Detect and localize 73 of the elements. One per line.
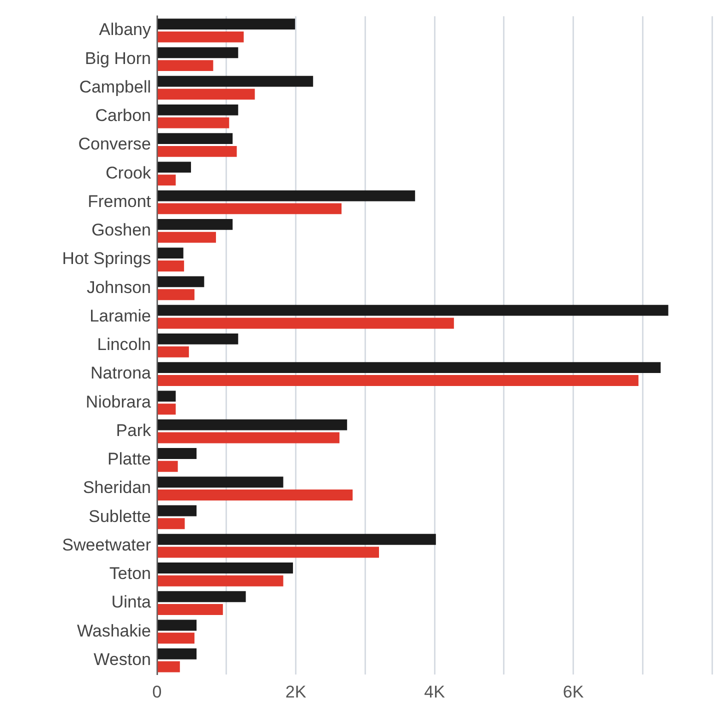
- bar: [158, 362, 661, 374]
- y-tick-label: Johnson: [86, 278, 151, 297]
- bar: [158, 133, 233, 144]
- bar: [158, 632, 194, 644]
- y-tick-label: Albany: [99, 20, 152, 40]
- bar: [158, 562, 293, 574]
- y-tick-label: Weston: [94, 650, 151, 669]
- y-tick-label: Sublette: [88, 506, 151, 526]
- bar: [158, 248, 184, 259]
- bar: [158, 419, 348, 430]
- bar: [158, 318, 454, 329]
- x-tick-label: 4K: [424, 682, 446, 702]
- bar: [158, 333, 238, 344]
- bar: [158, 604, 223, 615]
- x-tick-label: 0: [152, 682, 162, 702]
- y-tick-label: Carbon: [95, 106, 151, 126]
- bar: [158, 47, 238, 58]
- bar: [158, 448, 197, 459]
- bar: [158, 88, 255, 100]
- bar: [158, 190, 416, 202]
- y-tick-label: Teton: [109, 564, 151, 584]
- bar: [158, 304, 668, 316]
- y-tick-label: Uinta: [111, 592, 152, 612]
- bar: [158, 591, 246, 602]
- x-tick-label: 6K: [562, 682, 584, 702]
- y-tick-label: Park: [116, 420, 152, 440]
- bar: [158, 104, 238, 116]
- bar: [158, 518, 185, 530]
- bar: [158, 346, 189, 358]
- bar: [158, 661, 180, 672]
- y-tick-label: Hot Springs: [62, 249, 151, 268]
- bar: [158, 432, 340, 444]
- bar: [158, 374, 638, 386]
- bar: [158, 276, 204, 288]
- bar: [158, 648, 197, 660]
- y-tick-label: Washakie: [76, 621, 151, 640]
- y-tick-label: Crook: [106, 163, 152, 182]
- bar: [158, 534, 436, 545]
- bar: [158, 404, 176, 415]
- bar: [158, 18, 296, 30]
- y-tick-label: Converse: [78, 134, 151, 154]
- y-tick-label: Platte: [108, 450, 151, 469]
- bar: [158, 390, 176, 402]
- bar: [158, 174, 176, 186]
- bar: [158, 260, 184, 272]
- x-tick-label: 2K: [285, 682, 307, 702]
- bar: [158, 146, 237, 157]
- bar: [158, 60, 214, 72]
- y-tick-label: Sheridan: [82, 478, 151, 498]
- bar: [158, 203, 342, 214]
- y-tick-label: Natrona: [90, 364, 152, 383]
- y-tick-label: Fremont: [88, 192, 152, 211]
- bar: [158, 460, 178, 472]
- bar: [158, 76, 314, 87]
- bar: [158, 162, 191, 173]
- bar: [158, 476, 284, 488]
- bar: [158, 575, 284, 586]
- y-tick-label: Sweetwater: [62, 535, 152, 554]
- y-tick-label: Lincoln: [97, 335, 151, 354]
- bar: [158, 218, 233, 230]
- bar: [158, 289, 194, 300]
- bar: [158, 546, 379, 558]
- y-tick-label: Campbell: [79, 77, 151, 96]
- y-tick-label: Niobrara: [86, 392, 152, 412]
- bar: [158, 117, 230, 128]
- y-tick-label: Goshen: [91, 220, 151, 240]
- y-tick-label: Laramie: [90, 306, 151, 326]
- bar: [158, 620, 197, 631]
- bar: [158, 232, 216, 243]
- bar: [158, 505, 197, 516]
- bar: [158, 31, 244, 42]
- y-tick-label: Big Horn: [84, 48, 151, 68]
- bar: [158, 489, 353, 500]
